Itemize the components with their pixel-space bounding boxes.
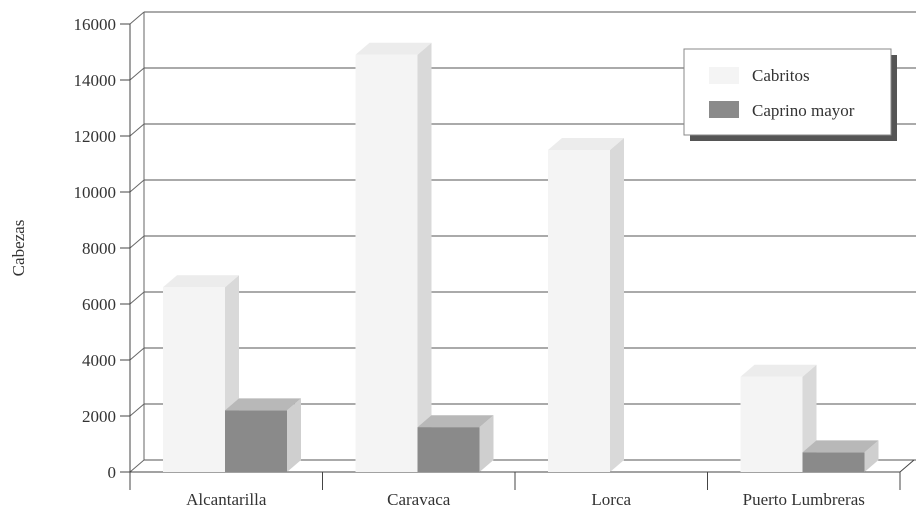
y-tick-label: 6000: [82, 295, 116, 314]
legend-label-caprino-mayor: Caprino mayor: [752, 101, 855, 120]
bar-caprino-mayor-caravaca: [417, 415, 494, 472]
legend: Cabritos Caprino mayor: [683, 48, 897, 141]
bar-cabritos-caravaca: [355, 42, 432, 473]
y-tick-label: 4000: [82, 351, 116, 370]
bar-caprino-mayor-alcantarilla: [225, 398, 301, 472]
bar-side: [287, 398, 301, 472]
y-tick-label: 14000: [74, 71, 117, 90]
gridline-slant: [129, 403, 145, 417]
legend-box: [683, 48, 892, 136]
gridline-slant: [129, 291, 145, 305]
bar-side: [864, 440, 879, 472]
y-axis-title: Cabezas: [9, 220, 28, 277]
bar-top: [740, 364, 817, 377]
x-tick-label: Caravaca: [387, 490, 451, 509]
gridline-slant: [129, 11, 145, 25]
legend-label-cabritos: Cabritos: [752, 66, 810, 85]
bar-top: [355, 42, 432, 55]
y-tick-label: 0: [108, 463, 117, 482]
gridline-slant: [129, 179, 145, 193]
labels: Cabezas 0 2000 4000 6000 8000 10000 12000 14000…: [9, 15, 865, 509]
bar-top: [417, 415, 494, 428]
bar-caprino-mayor-puerto-lumbreras: [802, 440, 879, 472]
bar-side: [479, 415, 494, 472]
legend-swatch-caprino-mayor: [709, 101, 739, 118]
y-tick-label: 2000: [82, 407, 116, 426]
y-tick-label: 16000: [74, 15, 117, 34]
legend-swatch-cabritos: [709, 67, 739, 84]
gridline-slant: [129, 123, 145, 137]
x-tick-label: Lorca: [591, 490, 631, 509]
gridline-slant: [129, 347, 145, 361]
y-tick-label: 12000: [74, 127, 117, 146]
bar-side: [610, 138, 624, 472]
bar-top: [548, 138, 624, 150]
gridline-slant: [129, 459, 145, 473]
bar-top: [225, 398, 301, 411]
bar-front: [225, 410, 287, 472]
bar-side: [417, 42, 432, 473]
gridline-slant: [129, 67, 145, 81]
bar-front: [163, 287, 225, 472]
x-tick-label: Alcantarilla: [186, 490, 267, 509]
bar-front: [548, 150, 610, 472]
y-tick-label: 10000: [74, 183, 117, 202]
bar-front: [740, 376, 803, 472]
bar-front: [802, 452, 865, 472]
bar-cabritos-alcantarilla: [163, 275, 239, 472]
bars: [163, 42, 879, 473]
y-tick-label: 8000: [82, 239, 116, 258]
bar-front: [417, 427, 480, 472]
bar-top: [802, 440, 879, 453]
bar-front: [355, 54, 418, 473]
x-tick-label: Puerto Lumbreras: [743, 490, 865, 509]
gridline-slant: [129, 235, 145, 249]
bar-top: [163, 275, 239, 288]
bar-cabritos-lorca: [548, 138, 624, 472]
floor-right-edge: [899, 459, 915, 473]
